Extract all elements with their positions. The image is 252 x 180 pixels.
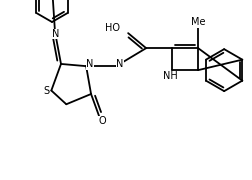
- Text: N: N: [116, 59, 124, 69]
- Text: S: S: [43, 86, 49, 96]
- Text: N: N: [52, 29, 60, 39]
- Text: HO: HO: [105, 23, 120, 33]
- Text: O: O: [98, 116, 106, 126]
- Text: N: N: [86, 59, 94, 69]
- Text: Me: Me: [191, 17, 205, 27]
- Text: NH: NH: [163, 71, 177, 81]
